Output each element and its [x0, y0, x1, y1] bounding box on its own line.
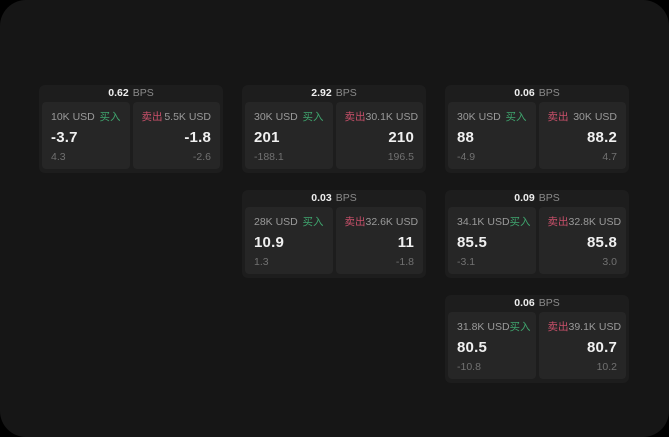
buy-amount: 30K USD — [254, 111, 298, 123]
buy-side-label: 买入 — [509, 321, 531, 333]
quote-panels: 31.8K USD 买入 80.5 -10.8 卖出 39.1K USD 80.… — [448, 312, 626, 379]
sell-price: 80.7 — [587, 339, 617, 356]
quote-panels: 30K USD 买入 201 -188.1 卖出 30.1K USD 210 1… — [245, 102, 423, 169]
sell-price: 210 — [388, 129, 414, 146]
sell-side-label: 卖出 — [344, 216, 366, 228]
buy-price: 80.5 — [457, 339, 487, 356]
sell-amount: 5.5K USD — [164, 111, 211, 123]
buy-price: 85.5 — [457, 234, 487, 251]
quote-panels: 30K USD 买入 88 -4.9 卖出 30K USD 88.2 4.7 — [448, 102, 626, 169]
bps-unit-label: BPS — [335, 87, 357, 99]
bps-value: 0.62 — [108, 87, 129, 99]
buy-amount: 34.1K USD — [457, 216, 510, 228]
quote-card: 0.06 BPS 31.8K USD 买入 80.5 -10.8 卖出 39.1… — [445, 295, 629, 383]
quote-card: 0.62 BPS 10K USD 买入 -3.7 4.3 卖出 5.5K USD — [39, 85, 223, 173]
buy-amount: 28K USD — [254, 216, 298, 228]
quote-card: 2.92 BPS 30K USD 买入 201 -188.1 卖出 30.1K … — [242, 85, 426, 173]
buy-amount: 10K USD — [51, 111, 95, 123]
buy-panel[interactable]: 28K USD 买入 10.9 1.3 — [245, 207, 333, 274]
card-header: 0.62 BPS — [42, 85, 220, 102]
sell-amount: 39.1K USD — [568, 321, 622, 333]
buy-side-label: 买入 — [505, 111, 527, 123]
sell-change: 4.7 — [602, 151, 617, 163]
sell-change: -1.8 — [395, 256, 414, 268]
buy-price: 201 — [254, 129, 280, 146]
buy-panel[interactable]: 31.8K USD 买入 80.5 -10.8 — [448, 312, 536, 379]
quote-panels: 10K USD 买入 -3.7 4.3 卖出 5.5K USD -1.8 -2.… — [42, 102, 220, 169]
card-header: 2.92 BPS — [245, 85, 423, 102]
sell-panel[interactable]: 卖出 5.5K USD -1.8 -2.6 — [132, 102, 220, 169]
sell-change: 10.2 — [596, 361, 617, 373]
bps-unit-label: BPS — [132, 87, 154, 99]
sell-change: 196.5 — [387, 151, 414, 163]
buy-change: -4.9 — [457, 151, 476, 163]
buy-side-label: 买入 — [302, 216, 324, 228]
buy-price: 88 — [457, 129, 475, 146]
bps-value: 0.06 — [514, 297, 535, 309]
bps-value: 0.09 — [514, 192, 535, 204]
bps-unit-label: BPS — [538, 87, 560, 99]
bps-value: 2.92 — [311, 87, 332, 99]
quote-card: 0.06 BPS 30K USD 买入 88 -4.9 卖出 30K USD — [445, 85, 629, 173]
sell-amount: 32.8K USD — [568, 216, 622, 228]
card-header: 0.06 BPS — [448, 85, 626, 102]
buy-change: -10.8 — [457, 361, 481, 373]
sell-price: 85.8 — [587, 234, 617, 251]
bps-unit-label: BPS — [538, 192, 560, 204]
sell-panel[interactable]: 卖出 30.1K USD 210 196.5 — [335, 102, 423, 169]
buy-side-label: 买入 — [509, 216, 531, 228]
sell-price: -1.8 — [184, 129, 211, 146]
sell-price: 88.2 — [587, 129, 617, 146]
sell-change: -2.6 — [192, 151, 211, 163]
card-header: 0.09 BPS — [448, 190, 626, 207]
sell-panel[interactable]: 卖出 30K USD 88.2 4.7 — [538, 102, 626, 169]
sell-change: 3.0 — [602, 256, 617, 268]
quote-card: 0.09 BPS 34.1K USD 买入 85.5 -3.1 卖出 32.8K… — [445, 190, 629, 278]
buy-side-label: 买入 — [99, 111, 121, 123]
quote-panels: 34.1K USD 买入 85.5 -3.1 卖出 32.8K USD 85.8… — [448, 207, 626, 274]
sell-side-label: 卖出 — [547, 321, 569, 333]
quote-panels: 28K USD 买入 10.9 1.3 卖出 32.6K USD 11 -1.8 — [245, 207, 423, 274]
buy-change: -188.1 — [254, 151, 284, 163]
sell-side-label: 卖出 — [547, 216, 569, 228]
buy-price: 10.9 — [254, 234, 284, 251]
sell-panel[interactable]: 卖出 39.1K USD 80.7 10.2 — [538, 312, 626, 379]
buy-panel[interactable]: 30K USD 买入 88 -4.9 — [448, 102, 536, 169]
buy-amount: 31.8K USD — [457, 321, 510, 333]
buy-panel[interactable]: 10K USD 买入 -3.7 4.3 — [42, 102, 130, 169]
buy-amount: 30K USD — [457, 111, 501, 123]
card-header: 0.03 BPS — [245, 190, 423, 207]
buy-panel[interactable]: 34.1K USD 买入 85.5 -3.1 — [448, 207, 536, 274]
sell-panel[interactable]: 卖出 32.8K USD 85.8 3.0 — [538, 207, 626, 274]
buy-change: 1.3 — [254, 256, 269, 268]
card-header: 0.06 BPS — [448, 295, 626, 312]
sell-amount: 30.1K USD — [365, 111, 419, 123]
sell-price: 11 — [397, 234, 414, 251]
sell-side-label: 卖出 — [141, 111, 163, 123]
sell-amount: 32.6K USD — [365, 216, 419, 228]
buy-change: 4.3 — [51, 151, 66, 163]
sell-side-label: 卖出 — [547, 111, 569, 123]
quote-card: 0.03 BPS 28K USD 买入 10.9 1.3 卖出 32.6K US… — [242, 190, 426, 278]
bps-value: 0.06 — [514, 87, 535, 99]
bps-value: 0.03 — [311, 192, 332, 204]
sell-amount: 30K USD — [573, 111, 617, 123]
quote-card-grid: 0.62 BPS 10K USD 买入 -3.7 4.3 卖出 5.5K USD — [39, 85, 629, 383]
bps-unit-label: BPS — [538, 297, 560, 309]
buy-price: -3.7 — [51, 129, 78, 146]
sell-panel[interactable]: 卖出 32.6K USD 11 -1.8 — [335, 207, 423, 274]
buy-side-label: 买入 — [302, 111, 324, 123]
buy-panel[interactable]: 30K USD 买入 201 -188.1 — [245, 102, 333, 169]
buy-change: -3.1 — [457, 256, 476, 268]
bps-unit-label: BPS — [335, 192, 357, 204]
sell-side-label: 卖出 — [344, 111, 366, 123]
